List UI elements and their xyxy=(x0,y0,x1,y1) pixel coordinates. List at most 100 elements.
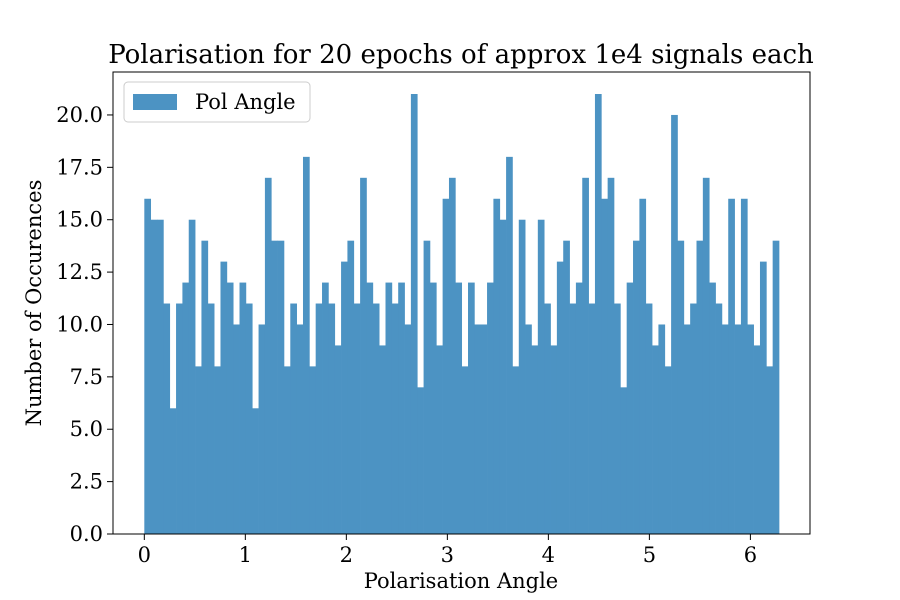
histogram-bar xyxy=(652,345,659,534)
histogram-bar xyxy=(753,345,761,534)
y-tick-label: 15.0 xyxy=(56,208,103,232)
histogram-bar xyxy=(252,408,259,534)
histogram-bar xyxy=(220,261,228,534)
histogram-bar xyxy=(499,219,507,534)
histogram-bar xyxy=(740,198,748,534)
legend-label: Pol Angle xyxy=(195,90,296,114)
histogram-bar xyxy=(353,303,361,534)
legend-swatch xyxy=(133,94,177,110)
histogram-bar xyxy=(448,177,456,534)
legend-box xyxy=(123,81,311,123)
histogram-bar xyxy=(455,282,463,534)
histogram-bar xyxy=(582,177,589,534)
x-axis: 0 1 2 3 4 5 6 xyxy=(138,534,757,567)
histogram-bar xyxy=(417,387,424,534)
histogram-bar xyxy=(544,303,551,534)
histogram-bar xyxy=(372,303,380,534)
histogram-bar xyxy=(658,324,666,534)
histogram-bar xyxy=(309,366,317,534)
y-axis-label: Number of Occurences xyxy=(22,180,46,427)
histogram-bar xyxy=(734,324,742,534)
y-tick-label: 10.0 xyxy=(56,312,103,336)
x-tick-label: 0 xyxy=(138,543,151,567)
histogram-bar xyxy=(480,324,488,534)
histogram-bar xyxy=(487,282,494,534)
histogram-bar xyxy=(379,345,386,534)
histogram-bar xyxy=(633,240,640,535)
histogram-bar xyxy=(563,240,570,535)
histogram-bar xyxy=(715,303,723,534)
x-tick-label: 3 xyxy=(441,543,454,567)
histogram-bar xyxy=(201,240,209,535)
y-tick-label: 5.0 xyxy=(70,417,103,441)
histogram-bar xyxy=(245,303,253,534)
histogram-bar xyxy=(626,282,634,534)
histogram-bar xyxy=(518,219,526,534)
histogram-bar xyxy=(468,282,475,534)
histogram-bar xyxy=(322,282,329,534)
histogram-bar xyxy=(328,303,336,534)
x-tick-label: 2 xyxy=(340,543,353,567)
histogram-bar xyxy=(671,114,678,534)
histogram-bars xyxy=(144,94,780,535)
y-tick-label: 12.5 xyxy=(56,260,103,284)
x-tick-label: 4 xyxy=(542,543,555,567)
histogram-bar xyxy=(366,282,374,534)
legend: Pol Angle xyxy=(123,81,311,123)
chart-title: Polarisation for 20 epochs of approx 1e4… xyxy=(108,40,814,70)
histogram-bar xyxy=(233,324,240,534)
histogram-bar xyxy=(195,366,202,534)
histogram-bar xyxy=(341,261,348,534)
histogram-bar xyxy=(360,177,367,534)
x-tick-label: 5 xyxy=(643,543,656,567)
histogram-bar xyxy=(461,366,469,534)
histogram-bar xyxy=(410,94,418,534)
histogram-bar xyxy=(258,324,266,534)
histogram-bar xyxy=(188,219,196,534)
histogram-bar xyxy=(404,324,412,534)
histogram-bar xyxy=(696,240,704,535)
histogram-bar xyxy=(766,366,774,534)
histogram-bar xyxy=(157,219,164,534)
histogram-bar xyxy=(334,345,342,534)
x-tick-label: 1 xyxy=(239,543,252,567)
plot-frame xyxy=(112,71,811,535)
histogram-bar xyxy=(214,366,221,534)
histogram-bar xyxy=(264,177,272,534)
histogram-bar xyxy=(385,282,393,534)
histogram-bar xyxy=(226,282,234,534)
histogram-bar xyxy=(772,240,780,535)
histogram-bar xyxy=(588,303,596,534)
x-axis-label: Polarisation Angle xyxy=(364,569,559,593)
histogram-bar xyxy=(315,303,323,534)
histogram-bar xyxy=(283,366,291,534)
histogram-bar xyxy=(601,198,608,534)
histogram-bar xyxy=(683,324,691,534)
histogram-bar xyxy=(747,324,754,534)
histogram-bar xyxy=(423,240,431,535)
histogram-bar xyxy=(607,177,615,534)
histogram-bar xyxy=(398,282,405,534)
histogram-bar xyxy=(493,198,501,534)
histogram-bar xyxy=(429,282,437,534)
histogram-bar xyxy=(150,219,158,534)
histogram-bar xyxy=(176,303,183,534)
histogram-bar xyxy=(277,240,285,535)
y-tick-label: 20.0 xyxy=(56,103,103,127)
histogram-bar xyxy=(531,345,539,534)
y-tick-label: 17.5 xyxy=(56,155,103,179)
y-tick-label: 7.5 xyxy=(70,365,103,389)
histogram-bar xyxy=(182,282,190,534)
histogram-bar xyxy=(207,303,215,534)
histogram-bar xyxy=(645,303,653,534)
histogram-bar xyxy=(302,156,310,535)
x-tick-label: 6 xyxy=(744,543,757,567)
histogram-bar xyxy=(347,240,355,535)
histogram-bar xyxy=(759,261,767,534)
histogram-bar xyxy=(575,282,583,534)
histogram-bar xyxy=(436,345,443,534)
histogram-bar xyxy=(163,303,171,534)
histogram-bar xyxy=(664,366,672,534)
y-tick-label: 2.5 xyxy=(70,470,103,494)
